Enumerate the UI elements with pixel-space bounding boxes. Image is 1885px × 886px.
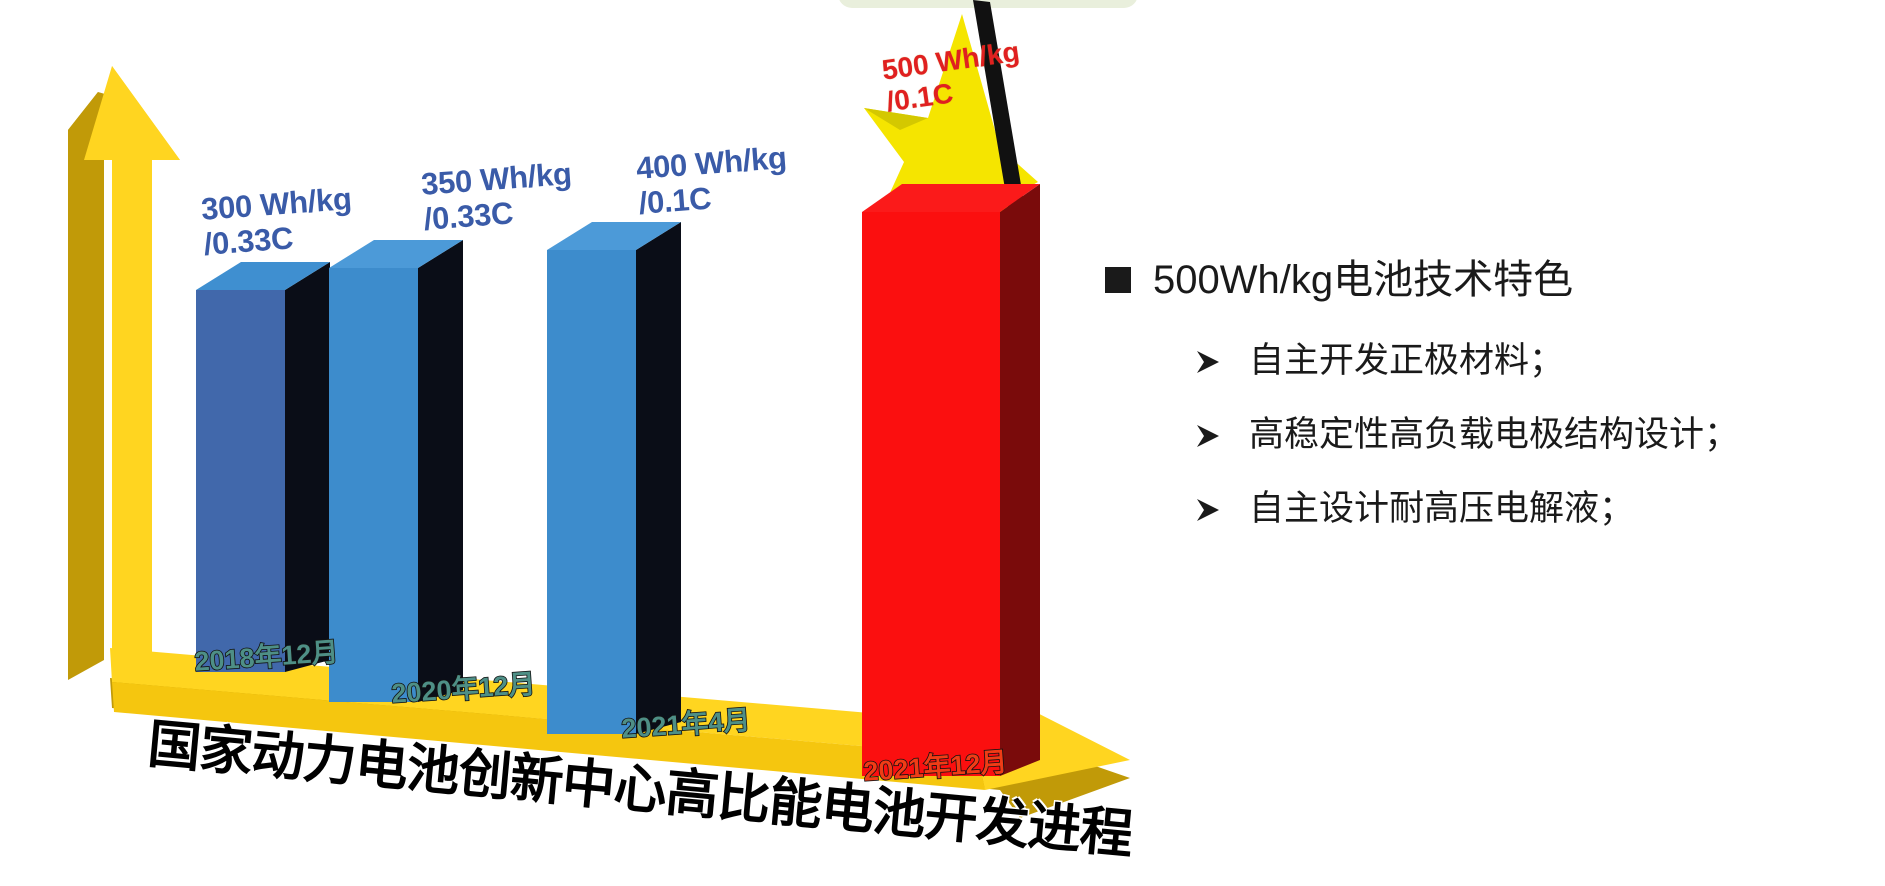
- feature-heading-row: 500Wh/kg电池技术特色: [1105, 255, 1865, 305]
- square-bullet-icon: [1105, 267, 1131, 293]
- bar-2018-12: [196, 262, 330, 672]
- feature-item-2-text: 高稳定性高负载电极结构设计；: [1249, 414, 1740, 454]
- feature-item-1-text: 自主开发正极材料；: [1249, 341, 1565, 380]
- bar-value-label-2020: 350 Wh/kg /0.33C: [419, 155, 573, 237]
- bar-value-label-2018: 300 Wh/kg /0.33C: [199, 180, 353, 262]
- bar-2020-12: [329, 240, 463, 702]
- bar-2021-04: [547, 222, 681, 734]
- feature-item-1: 自主开发正极材料；: [1193, 339, 1865, 383]
- feature-item-3-text: 自主设计耐高压电解液；: [1249, 488, 1635, 528]
- feature-item-3: 自主设计耐高压电解液；: [1193, 487, 1865, 531]
- feature-list-panel: 500Wh/kg电池技术特色 自主开发正极材料； 高稳定性高负载电极结构设计；: [1105, 255, 1865, 560]
- bar-value-label-2021-04: 400 Wh/kg /0.1C: [634, 139, 788, 221]
- bar-2021-12: [862, 184, 1040, 776]
- feature-item-2: 高稳定性高负载电极结构设计；: [1193, 413, 1865, 457]
- up-arrow: [68, 66, 180, 680]
- arrow-bullet-icon: [1193, 495, 1223, 530]
- arrow-bullet-icon: [1193, 421, 1223, 456]
- feature-heading-text: 500Wh/kg电池技术特色: [1153, 258, 1574, 302]
- arrow-bullet-icon: [1193, 347, 1223, 382]
